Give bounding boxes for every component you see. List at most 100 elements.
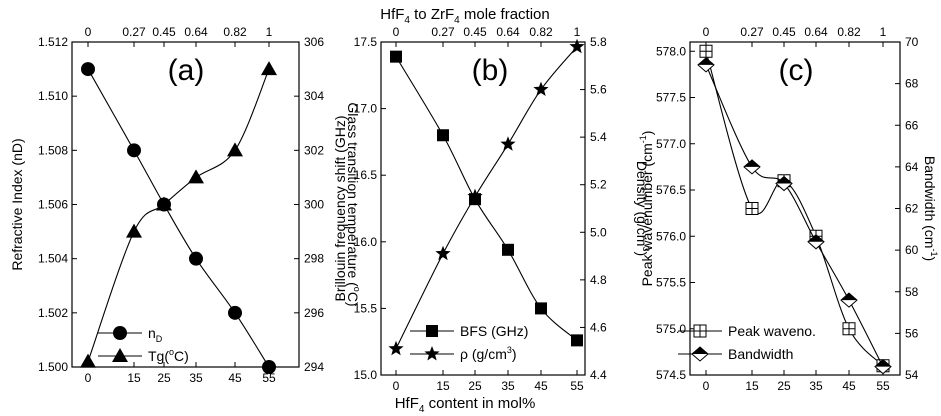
y-left-title-text: Brillouin frequency shift (GHz) [332, 116, 348, 302]
top-tick-label: 0 [393, 25, 400, 39]
y-right-title-text-tail: C) [345, 292, 361, 307]
y-right-title-text-script: 3 [641, 246, 651, 251]
data-point [189, 251, 203, 266]
y-left-tick-label: 16.5 [354, 168, 378, 182]
y-right-title-text-script: o [352, 287, 362, 292]
data-point [743, 159, 761, 175]
data-point [571, 334, 583, 347]
data-point [435, 245, 451, 261]
data-point [467, 188, 483, 204]
x-tick-label: 0 [703, 379, 710, 393]
y-right-title-text: Bandwidth (cm-1) [922, 156, 939, 261]
legend-label-tail: C) [174, 348, 189, 364]
legend-label: nD [148, 325, 163, 344]
x-tick-label: 15 [745, 379, 759, 393]
y-right-tick-label: 68 [905, 77, 919, 91]
y-right-tick-label: 5.8 [590, 35, 607, 49]
legend-marker-fill [692, 347, 708, 354]
data-point [156, 196, 172, 211]
y-right-tick-label: 70 [905, 35, 919, 49]
legend-label-main: Peak waveno. [728, 323, 816, 339]
legend-label-script: D [156, 334, 163, 344]
top-tick-label: 0.27 [122, 25, 146, 39]
data-point [569, 38, 585, 54]
data-point [533, 81, 549, 96]
top-tick-label: 0 [703, 25, 710, 39]
top-tick-label: 0.82 [837, 25, 861, 39]
x-tick-label: 25 [157, 371, 171, 385]
x-tick-label: 55 [876, 379, 890, 393]
top-tick-label: 0.82 [529, 25, 553, 39]
top-tick-label: 0.27 [431, 25, 455, 39]
panel-a: 0 0 15 0.27 25 0.45 35 0.64 45 0.82 55 1 1.500 1.502 1… [9, 25, 362, 385]
y-right-tick-label: 54 [905, 368, 919, 382]
y-right-tick-label: 5.6 [590, 83, 607, 97]
y-right-tick-label: 64 [905, 160, 919, 174]
y-left-tick-label: 1.510 [38, 89, 68, 103]
panel-label: (a) [168, 54, 205, 87]
y-left-tick-label: 1.512 [38, 35, 68, 49]
series-line [395, 46, 578, 350]
data-point-cross [843, 322, 855, 335]
data-point [126, 223, 142, 238]
data-point-fill [841, 293, 857, 301]
plot-frame [380, 41, 586, 376]
data-point [81, 62, 95, 77]
x-tick-label: 15 [127, 371, 141, 385]
series-line [395, 56, 578, 341]
data-point [188, 169, 204, 184]
x-tick-label: 55 [570, 379, 584, 393]
data-point [437, 129, 449, 142]
legend-label: BFS (GHz) [460, 323, 528, 339]
data-point-fill [744, 159, 760, 167]
legend-marker [426, 325, 438, 337]
top-tick-label: 0.64 [496, 25, 520, 39]
legend-label-main: BFS (GHz) [460, 323, 528, 339]
y-left-tick-label: 575.5 [656, 276, 686, 290]
series-line [705, 64, 884, 367]
data-point [842, 322, 856, 336]
top-tick-label: 0.64 [804, 25, 828, 39]
legend-label: Tg(oC) [148, 347, 189, 364]
top-tick-label: 0.27 [740, 25, 764, 39]
y-right-tick-label: 296 [304, 306, 324, 320]
y-right-title-text-tail: ) [634, 251, 650, 256]
y-right-title: Density (g/cm3) [634, 161, 651, 256]
legend-label-main: n [148, 325, 156, 341]
data-point [227, 142, 243, 157]
legend-marker [424, 346, 440, 361]
y-right-tick-label: 58 [905, 285, 919, 299]
y-right-tick-label: 302 [304, 143, 324, 157]
series-line [87, 68, 270, 368]
x-tick-label: 0 [85, 371, 92, 385]
y-right-title-text: Density (g/cm3) [634, 161, 651, 256]
legend-label: ρ (g/cm3) [460, 345, 517, 362]
x-tick-label: 35 [809, 379, 823, 393]
legend-label-script: 3 [507, 345, 512, 355]
y-right-tick-label: 60 [905, 243, 919, 257]
y-left-tick-label: 1.508 [38, 143, 68, 157]
data-point [80, 353, 96, 368]
data-point-cross [746, 202, 758, 215]
y-left-tick-label: 576.5 [656, 183, 686, 197]
y-left-tick-label: 15.5 [354, 301, 378, 315]
y-right-title-text: Glass transition temperature (oC) [345, 102, 362, 306]
panel-label: (c) [779, 54, 814, 87]
x-tick-label: 35 [501, 379, 515, 393]
data-point-fill [875, 359, 891, 367]
panel-label: (b) [472, 54, 509, 87]
y-right-title-text-main: Density (g/cm [634, 161, 650, 247]
top-tick-label: 1 [880, 25, 887, 39]
top-axis-title: HfF4 to ZrF4 mole fraction [380, 6, 550, 26]
y-right-tick-label: 5.4 [590, 130, 607, 144]
y-right-title: Bandwidth (cm-1) [922, 156, 939, 261]
y-right-title-text-script: -1 [929, 248, 939, 256]
y-left-tick-label: 575.0 [656, 322, 686, 336]
top-tick-label: 0.64 [184, 25, 208, 39]
data-point [775, 175, 793, 192]
y-left-title: Refractive Index (nD) [9, 138, 25, 270]
panel-c: 0 0 15 0.27 25 0.45 35 0.64 45 0.82 55 1 574.5 575.0 5… [638, 25, 939, 393]
data-point [127, 143, 141, 158]
legend-label-main: ρ (g/cm [460, 346, 507, 362]
